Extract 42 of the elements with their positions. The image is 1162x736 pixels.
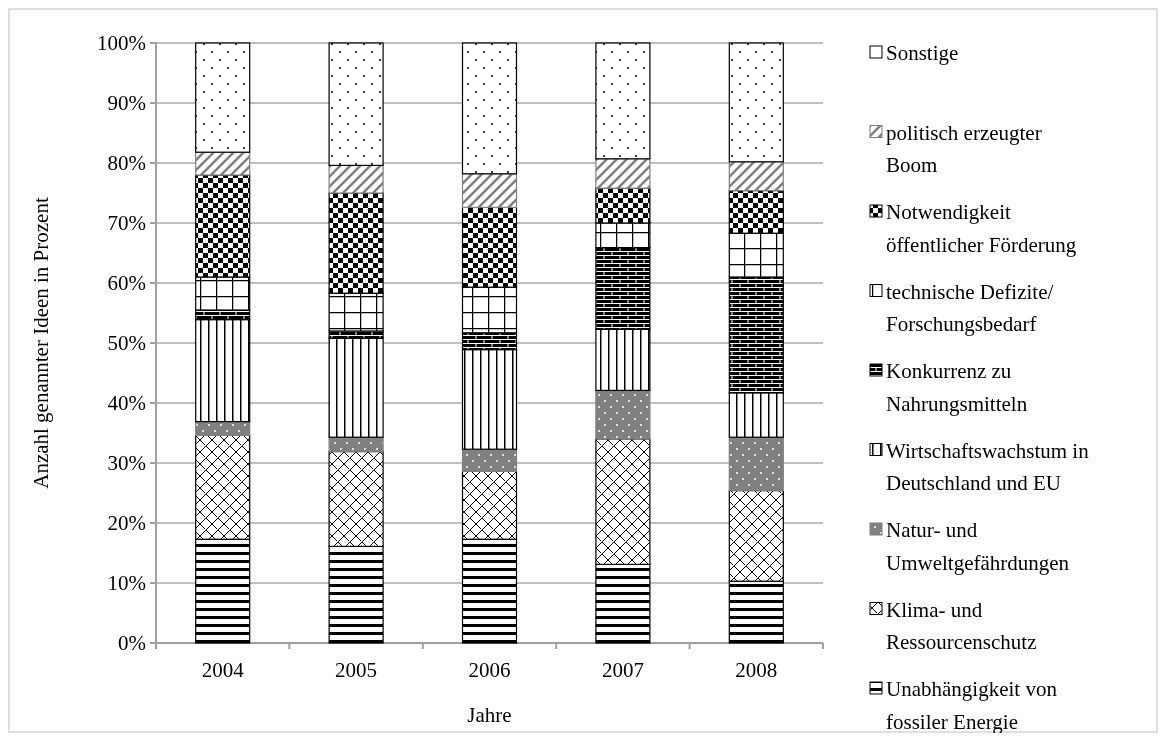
- bar: [328, 164, 384, 194]
- y-tick-label: 50%: [107, 331, 146, 356]
- bar: [461, 173, 518, 208]
- bar: [728, 436, 784, 492]
- x-tick-label: 2006: [468, 658, 511, 682]
- bar: [728, 42, 784, 163]
- legend-label: technische Defizite/Forschungsbedarf: [886, 279, 1054, 337]
- bar: [195, 151, 251, 176]
- legend-label: Konkurrenz zu Nahrungsmitteln: [886, 359, 1028, 416]
- legend-label: Unabhängigkeit von fossiler Energie: [886, 677, 1058, 734]
- legend-label: Sonstige: [886, 41, 959, 66]
- y-tick-label: 60%: [107, 271, 146, 296]
- legend-label: Klima- und Ressourcenschutz: [886, 597, 1037, 655]
- bar: [595, 158, 651, 189]
- x-tick-label: 2005: [335, 658, 378, 682]
- bar: [195, 421, 251, 436]
- legend-label: Wirtschaftswachstum in Deutschland und EU: [886, 438, 1090, 496]
- legend-label: politisch erzeugter Boom: [886, 120, 1042, 178]
- y-tick-label: 30%: [107, 451, 146, 476]
- bar: [595, 42, 651, 160]
- x-axis-title: Jahre: [467, 703, 512, 727]
- bar: [595, 389, 651, 440]
- y-axis-title: Anzahl genannter Ideen in Prozent: [29, 197, 53, 489]
- legend-label: Natur- und Umweltgefährdungen: [886, 518, 1070, 575]
- y-tick-label: 20%: [107, 511, 146, 536]
- x-tick-label: 2004: [201, 658, 245, 682]
- bar: [461, 448, 518, 472]
- bar: [328, 436, 384, 453]
- x-tick-label: 2008: [735, 658, 778, 682]
- y-tick-label: 40%: [107, 391, 146, 416]
- bar: [461, 42, 518, 175]
- y-tick-label: 10%: [107, 571, 146, 596]
- legend-label: Notwendigkeit öffentlicher Förderung: [886, 200, 1077, 257]
- y-tick-label: 80%: [107, 151, 146, 176]
- y-tick-label: 90%: [107, 91, 146, 116]
- y-tick-label: 100%: [97, 31, 146, 56]
- y-tick-label: 0%: [118, 631, 146, 656]
- x-tick-label: 2007: [601, 658, 644, 682]
- bar: [728, 161, 784, 192]
- y-tick-label: 70%: [107, 211, 146, 236]
- bar: [328, 42, 384, 166]
- bar: [195, 42, 251, 153]
